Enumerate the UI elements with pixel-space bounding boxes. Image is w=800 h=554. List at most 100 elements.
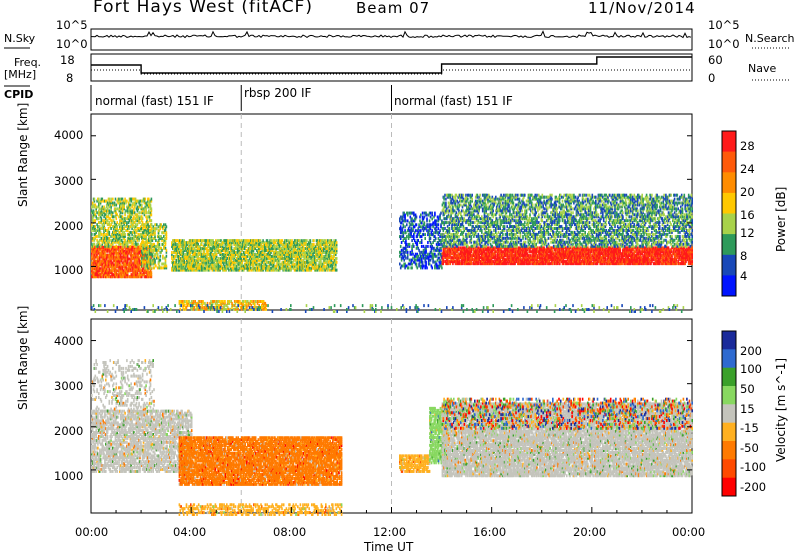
power-echo	[130, 245, 132, 248]
power-echo	[243, 300, 245, 303]
power-echo	[96, 206, 98, 209]
power-echo	[151, 227, 153, 230]
power-echo	[286, 239, 288, 242]
power-echo	[116, 269, 118, 272]
power-echo	[148, 198, 150, 201]
power-echo	[407, 219, 409, 222]
power-echo	[193, 300, 195, 303]
power-echo	[157, 266, 159, 269]
power-echo	[402, 265, 404, 268]
power-echo	[148, 225, 150, 228]
power-echo	[404, 225, 406, 228]
power-echo	[159, 243, 161, 246]
power-echo	[194, 306, 196, 309]
power-echo	[166, 255, 168, 258]
power-echo	[115, 207, 117, 210]
power-echo	[146, 247, 148, 250]
power-echo	[202, 300, 204, 303]
power-echo	[426, 217, 428, 220]
power-echo	[409, 259, 411, 262]
power-echo	[313, 243, 315, 246]
power-echo	[431, 212, 433, 215]
power-echo	[430, 216, 432, 219]
power-echo	[113, 215, 115, 218]
power-echo	[216, 253, 218, 256]
power-echo	[98, 198, 100, 201]
power-echo	[163, 223, 165, 226]
power-echo	[151, 259, 153, 262]
nsky-trace	[91, 31, 691, 37]
power-echo	[218, 257, 220, 260]
power-echo	[260, 239, 262, 242]
power-echo	[430, 223, 432, 226]
power-echo	[184, 300, 186, 303]
power-echo	[151, 219, 153, 222]
power-echo	[166, 225, 168, 228]
power-echo	[108, 227, 110, 230]
power-echo	[161, 237, 163, 240]
power-echo	[419, 251, 421, 254]
power-echo	[420, 214, 422, 217]
power-echo	[329, 269, 331, 272]
power-echo	[143, 223, 145, 226]
power-echo	[125, 241, 127, 244]
power-echo	[130, 231, 132, 234]
power-echo	[107, 219, 109, 222]
power-echo	[407, 212, 409, 215]
power-echo	[154, 259, 156, 262]
power-echo	[141, 257, 143, 260]
power-echo	[419, 241, 421, 244]
power-echo	[176, 259, 178, 262]
power-echo	[96, 235, 98, 238]
power-echo	[96, 211, 98, 214]
power-echo	[138, 243, 140, 246]
power-echo	[438, 227, 440, 230]
power-echo	[440, 247, 442, 250]
power-echo	[130, 207, 132, 210]
power-echo	[417, 239, 419, 242]
power-echo	[148, 209, 150, 212]
power-echo	[166, 249, 168, 252]
power-echo	[227, 239, 229, 242]
power-echo	[155, 239, 157, 242]
power-echo	[423, 245, 425, 248]
power-echo	[399, 263, 401, 266]
power-echo	[110, 206, 112, 209]
power-echo	[150, 239, 152, 242]
power-echo	[412, 253, 414, 256]
power-echo	[262, 239, 264, 242]
power-echo	[411, 235, 413, 238]
power-echo	[403, 237, 405, 240]
power-echo	[411, 263, 413, 266]
power-echo	[409, 243, 411, 246]
power-echo	[162, 255, 164, 258]
power-echo	[435, 237, 437, 240]
power-echo	[400, 245, 402, 248]
power-echo	[120, 243, 122, 246]
power-echo	[139, 221, 141, 224]
power-echo	[429, 219, 431, 222]
power-echo	[151, 213, 153, 216]
power-echo	[259, 259, 261, 262]
power-echo	[421, 239, 423, 242]
power-echo	[436, 255, 438, 258]
power-echo	[427, 245, 429, 248]
power-echo	[101, 237, 103, 240]
power-echo	[251, 269, 253, 272]
power-echo	[112, 202, 114, 205]
power-echo	[91, 233, 93, 236]
power-echo	[109, 198, 111, 201]
power-echo	[403, 231, 405, 234]
power-echo	[110, 227, 112, 230]
power-echo	[416, 223, 418, 226]
power-echo	[406, 223, 408, 226]
power-echo	[118, 198, 120, 201]
power-echo	[411, 239, 413, 242]
power-echo	[130, 204, 132, 207]
power-echo	[229, 300, 231, 303]
power-echo	[142, 217, 144, 220]
power-echo	[430, 259, 432, 262]
power-echo	[405, 257, 407, 260]
power-echo	[150, 266, 152, 269]
power-echo	[149, 245, 151, 248]
